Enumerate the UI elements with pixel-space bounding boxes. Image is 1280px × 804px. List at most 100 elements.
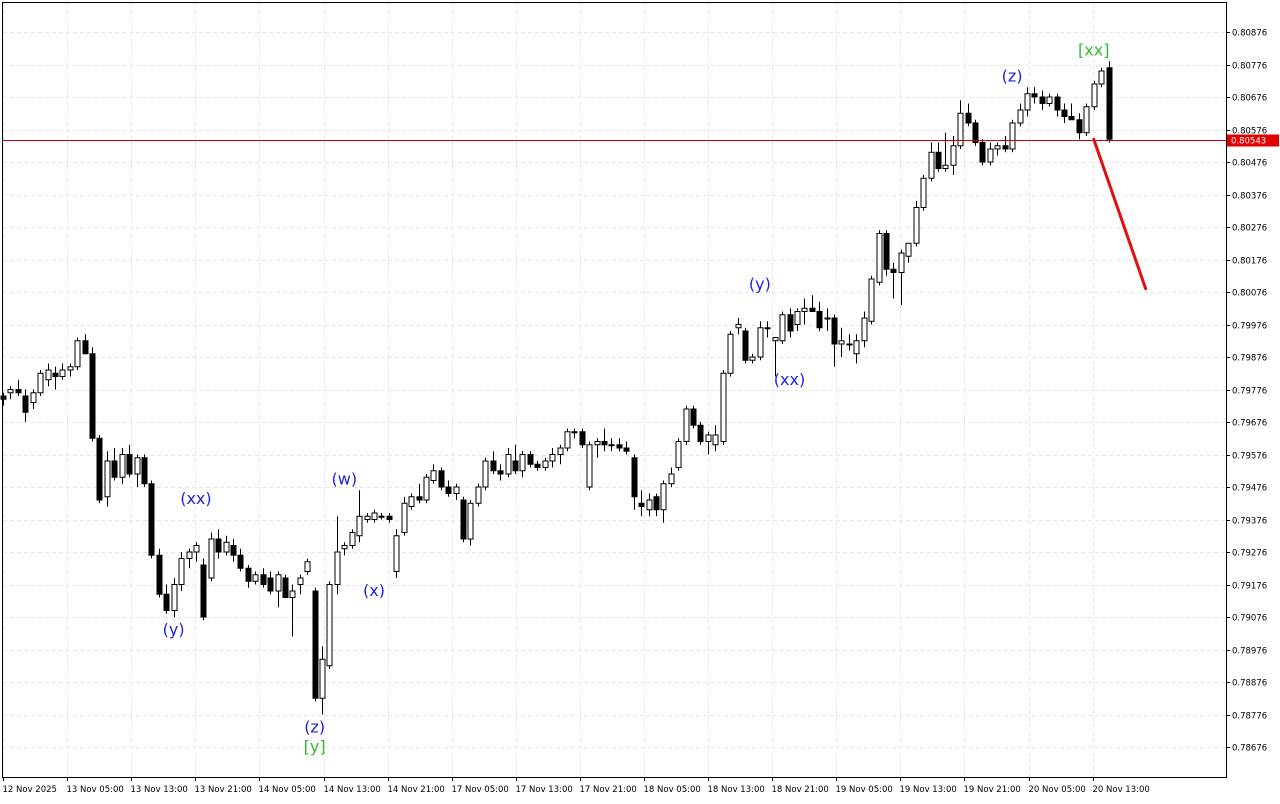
candle-body-bull bbox=[193, 545, 200, 553]
candle-body-bull bbox=[542, 460, 549, 468]
candle bbox=[208, 532, 215, 582]
candle bbox=[646, 493, 653, 517]
candle bbox=[1009, 119, 1016, 153]
candle-body-bull bbox=[608, 444, 615, 447]
candle bbox=[735, 318, 742, 335]
candle bbox=[935, 142, 942, 172]
candle-body-bull bbox=[957, 112, 964, 147]
candle-body-bear bbox=[416, 496, 423, 501]
projection-line bbox=[1092, 137, 1148, 291]
wave-label: (xx) bbox=[180, 489, 211, 508]
candle bbox=[37, 370, 44, 396]
candle-body-bear bbox=[497, 470, 504, 475]
y-tick-label: 0.80676 bbox=[1232, 94, 1267, 104]
candle bbox=[519, 451, 526, 478]
candle bbox=[942, 132, 949, 172]
x-tick-label: 18 Nov 05:00 bbox=[644, 785, 701, 795]
candle-body-bull bbox=[505, 454, 512, 475]
candle bbox=[438, 467, 445, 491]
candle-body-bear bbox=[512, 460, 519, 472]
wave-label: (y) bbox=[163, 620, 185, 639]
candle bbox=[527, 451, 534, 468]
candle-body-bull bbox=[1046, 96, 1053, 104]
candle bbox=[601, 428, 608, 452]
x-tick-label: 19 Nov 13:00 bbox=[900, 785, 957, 795]
candle bbox=[690, 405, 697, 429]
candle-body-bear bbox=[200, 564, 207, 618]
candle bbox=[653, 493, 660, 517]
candle bbox=[772, 337, 779, 377]
candle-body-bear bbox=[22, 395, 29, 413]
candle-body-bull bbox=[401, 502, 408, 533]
candle-body-bear bbox=[237, 554, 244, 569]
candle bbox=[890, 262, 897, 299]
candle bbox=[104, 451, 111, 507]
wave-label: (xx) bbox=[774, 370, 805, 389]
wave-label: [xx] bbox=[1078, 40, 1109, 59]
y-tick-label: 0.79276 bbox=[1232, 549, 1267, 559]
candle bbox=[742, 327, 749, 364]
candle-body-bull bbox=[453, 486, 460, 494]
candle-body-bull bbox=[104, 460, 111, 498]
candle-body-bear bbox=[972, 122, 979, 143]
candle-body-bull bbox=[119, 454, 126, 478]
candle-body-bull bbox=[171, 584, 178, 611]
x-tick-label: 14 Nov 05:00 bbox=[259, 785, 316, 795]
candle bbox=[326, 581, 333, 669]
candle-body-bear bbox=[386, 515, 393, 520]
candle-body-bull bbox=[356, 515, 363, 537]
candle bbox=[801, 298, 808, 325]
candle-body-bear bbox=[148, 483, 155, 556]
candle-body-bear bbox=[230, 545, 237, 556]
candle-body-bull bbox=[393, 535, 400, 572]
candle-body-bull bbox=[349, 532, 356, 546]
x-tick-label: 20 Nov 05:00 bbox=[1029, 785, 1086, 795]
candle-body-bull bbox=[586, 444, 593, 488]
x-tick-label: 19 Nov 21:00 bbox=[964, 785, 1021, 795]
candle-body-bear bbox=[653, 496, 660, 511]
candle bbox=[1031, 87, 1038, 104]
candle-body-bull bbox=[45, 369, 52, 381]
candle-body-bull bbox=[326, 584, 333, 667]
candle bbox=[319, 646, 326, 715]
candle bbox=[230, 539, 237, 562]
candle-body-bear bbox=[579, 431, 586, 446]
candle-body-bear bbox=[1068, 116, 1075, 121]
candle-body-bear bbox=[163, 593, 170, 611]
candle-body-bull bbox=[364, 515, 371, 520]
x-tick-label: 14 Nov 21:00 bbox=[388, 785, 445, 795]
candle bbox=[7, 386, 14, 400]
candle-body-bear bbox=[0, 395, 7, 400]
candle bbox=[0, 392, 7, 406]
candle bbox=[660, 480, 667, 523]
candle-body-bull bbox=[913, 207, 920, 244]
candle-body-bear bbox=[697, 424, 704, 442]
candle bbox=[1106, 61, 1113, 143]
candle bbox=[757, 321, 764, 361]
candle-body-bear bbox=[979, 142, 986, 163]
candle-body-bear bbox=[534, 463, 541, 468]
candle bbox=[809, 295, 816, 312]
candle-body-bull bbox=[1017, 109, 1024, 124]
candle-body-bear bbox=[1061, 109, 1068, 117]
x-tick-label: 17 Nov 13:00 bbox=[516, 785, 573, 795]
candle-body-bull bbox=[304, 561, 311, 572]
candle bbox=[853, 334, 860, 364]
candle-body-bear bbox=[260, 574, 267, 585]
candle-body-bear bbox=[96, 437, 103, 501]
candle bbox=[838, 327, 845, 357]
candle-body-bull bbox=[824, 317, 831, 320]
candle bbox=[1039, 90, 1046, 110]
candle-body-bull bbox=[7, 389, 14, 394]
x-tick-label: 13 Nov 21:00 bbox=[195, 785, 252, 795]
candle-body-bull bbox=[319, 658, 326, 699]
candle-body-bear bbox=[126, 454, 133, 475]
candle bbox=[616, 438, 623, 452]
candle bbox=[467, 500, 474, 546]
candle bbox=[289, 584, 296, 637]
candle-body-bull bbox=[646, 499, 653, 511]
y-tick-label: 0.79576 bbox=[1232, 452, 1267, 462]
axis-layer: 0.80876 0.80776 0.80676 0.80576 0.80476 0.803… bbox=[3, 29, 1279, 795]
